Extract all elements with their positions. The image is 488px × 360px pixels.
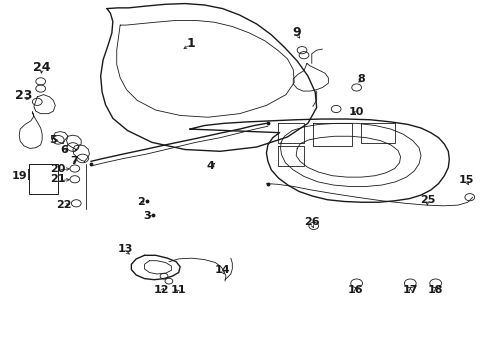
Text: 19: 19 <box>11 171 27 181</box>
Text: 8: 8 <box>357 74 365 84</box>
Text: 24: 24 <box>33 60 51 73</box>
Text: 17: 17 <box>402 285 417 296</box>
Text: 21: 21 <box>50 174 66 184</box>
Text: 14: 14 <box>214 265 230 275</box>
Text: 16: 16 <box>347 285 363 296</box>
Text: 10: 10 <box>348 107 364 117</box>
Text: 22: 22 <box>56 200 72 210</box>
Text: 6: 6 <box>60 144 68 154</box>
Text: 15: 15 <box>458 175 473 185</box>
Bar <box>29 164 58 194</box>
Text: 3: 3 <box>143 211 150 221</box>
Text: 11: 11 <box>171 285 186 296</box>
Text: 18: 18 <box>427 285 443 296</box>
Text: 7: 7 <box>70 156 78 166</box>
Text: 23: 23 <box>16 89 33 102</box>
Text: 1: 1 <box>186 36 195 50</box>
Text: 12: 12 <box>154 285 169 296</box>
Text: 20: 20 <box>50 163 66 174</box>
Text: 5: 5 <box>49 135 57 145</box>
Text: 13: 13 <box>117 244 132 254</box>
Text: 9: 9 <box>292 26 301 39</box>
Text: 25: 25 <box>419 195 434 205</box>
Text: 26: 26 <box>304 217 319 227</box>
Text: 2: 2 <box>137 197 145 207</box>
Text: 4: 4 <box>206 161 214 171</box>
